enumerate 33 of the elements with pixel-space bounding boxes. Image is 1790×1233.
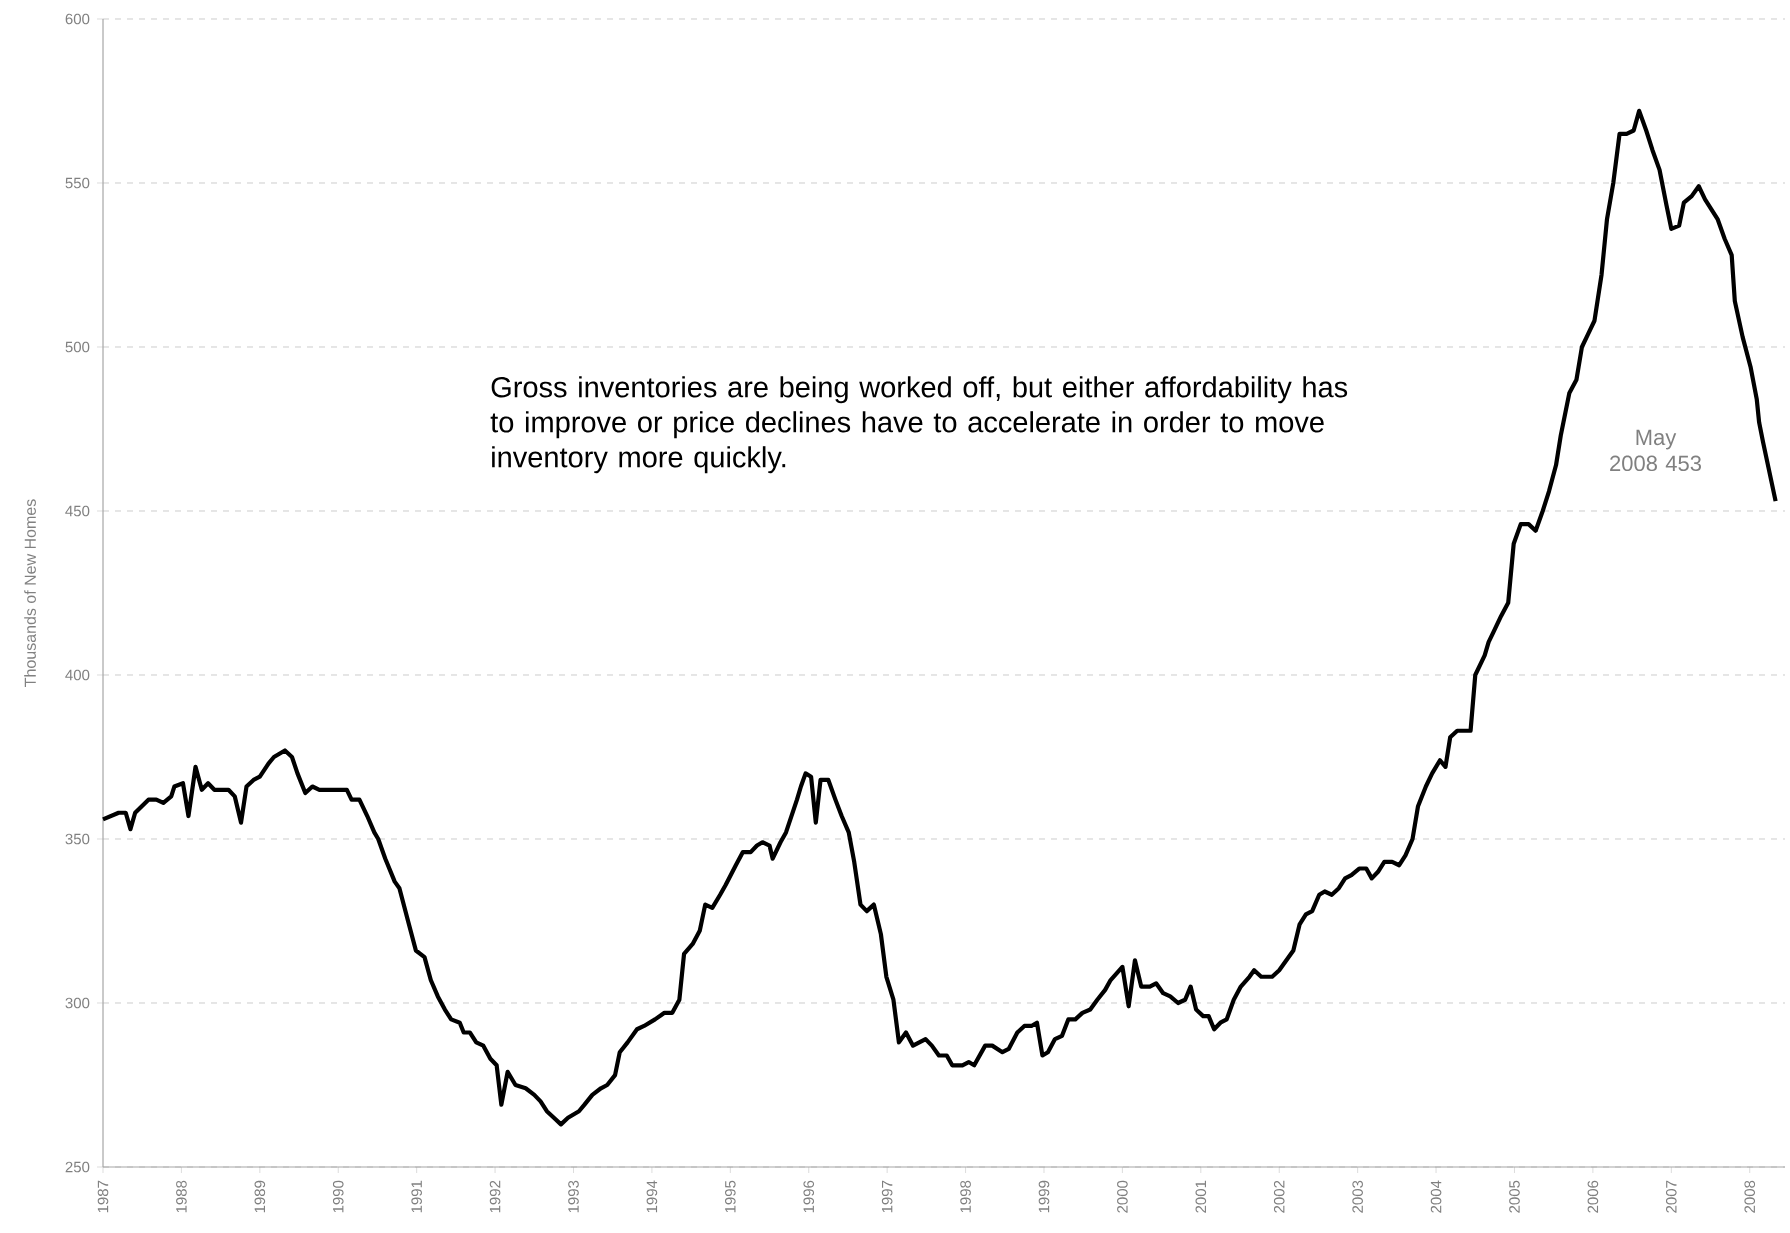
x-tick-label: 1995 <box>725 1180 736 1213</box>
y-tick-label: 250 <box>65 1161 90 1173</box>
y-axis-title: Thousands of New Homes <box>24 499 36 687</box>
x-tick-label: 1988 <box>176 1180 187 1213</box>
y-tick-label: 350 <box>65 833 90 845</box>
y-tick-label: 500 <box>65 341 90 353</box>
x-tick-label: 1991 <box>411 1180 422 1213</box>
x-tick-label: 1989 <box>254 1180 266 1213</box>
x-tick-label: 2000 <box>1117 1180 1128 1213</box>
y-tick-label: 400 <box>65 669 90 681</box>
x-tick-label: 2001 <box>1195 1180 1207 1213</box>
x-tick-label: 2008 <box>1744 1180 1756 1213</box>
x-tick-label: 1998 <box>960 1180 971 1213</box>
x-tick-label: 2002 <box>1273 1180 1285 1213</box>
x-tick-label: 2004 <box>1430 1180 1442 1213</box>
x-tick-label: 1996 <box>803 1180 815 1213</box>
x-tick-label: 1997 <box>881 1180 893 1213</box>
y-tick-label: 300 <box>65 997 90 1009</box>
annotation: May 2008 453 <box>1610 429 1701 472</box>
x-tick-label: 2003 <box>1352 1180 1363 1213</box>
x-tick-label: 1993 <box>568 1180 579 1213</box>
x-tick-label: 1999 <box>1038 1180 1050 1213</box>
x-tick-label: 1994 <box>646 1180 658 1213</box>
x-tick-label: 2006 <box>1587 1180 1599 1213</box>
y-tick-label: 550 <box>65 177 90 189</box>
y-tick-label: 600 <box>65 13 90 25</box>
x-tick-label: 1992 <box>489 1180 501 1213</box>
x-tick-label: 1987 <box>97 1180 109 1213</box>
y-tick-label: 450 <box>65 505 90 517</box>
x-tick-label: 2007 <box>1666 1180 1677 1213</box>
x-tick-label: 1990 <box>332 1180 344 1213</box>
x-tick-label: 2005 <box>1509 1180 1520 1213</box>
annotation: Gross inventories are being worked off, but either affordability has to improve or price declines have to accelerate in order to move inventory more quickly. <box>490 376 1348 474</box>
